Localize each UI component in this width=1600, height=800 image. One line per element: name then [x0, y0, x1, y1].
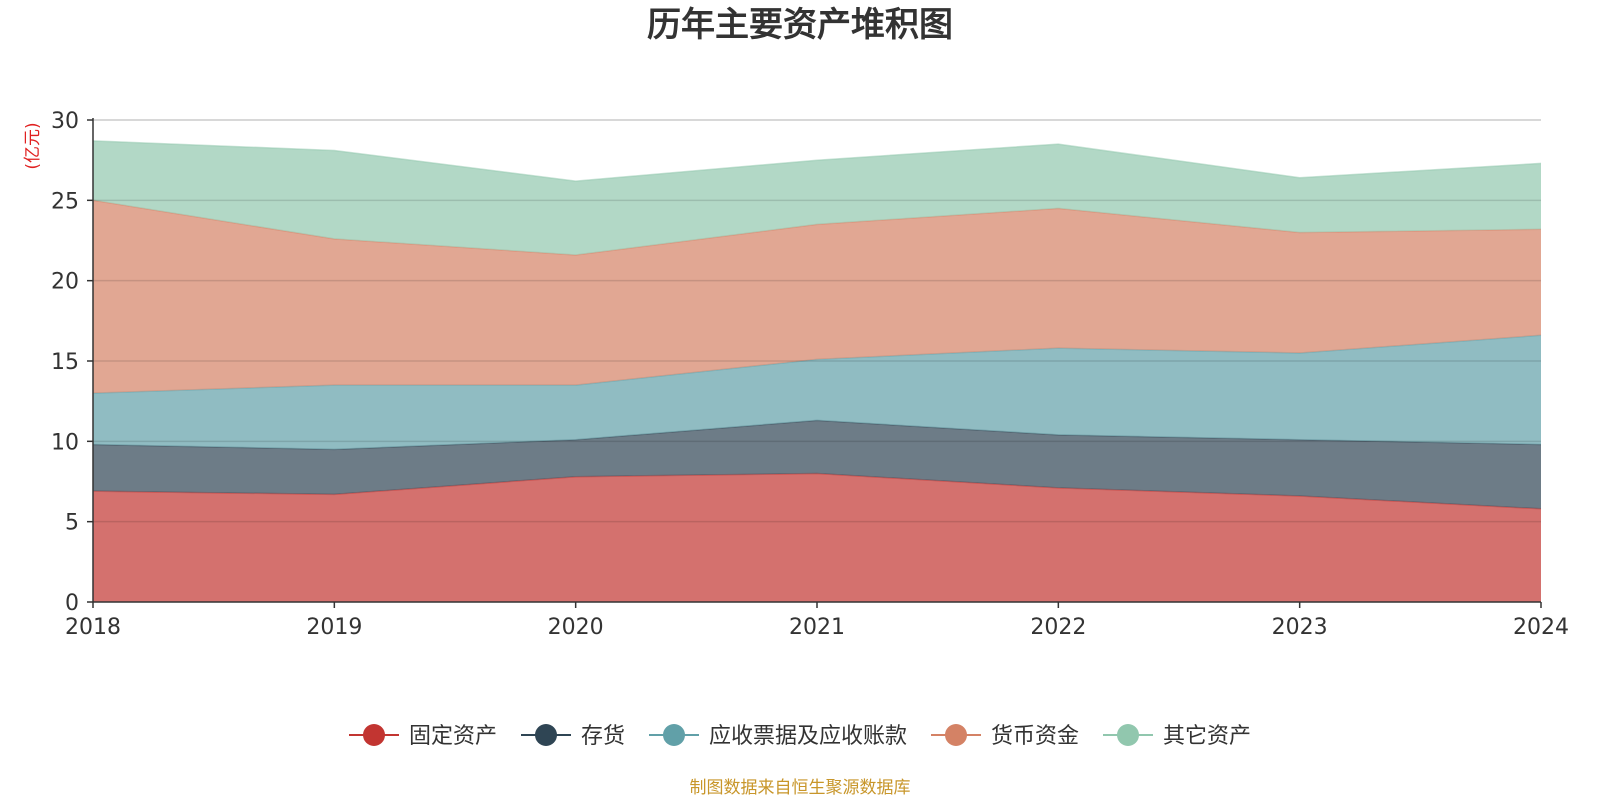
axes: 0 5 10 15 20 25 30 2018 2019 2020 2021 2022 2023 2024 — [51, 109, 1569, 640]
y-axis-unit-label: (亿元) — [23, 122, 43, 169]
x-tick-label: 2019 — [306, 615, 362, 640]
legend-item-3: 货币资金 — [931, 724, 1079, 749]
area-series-1 — [93, 420, 1541, 509]
y-tick-label: 30 — [51, 109, 79, 134]
area-series-4 — [93, 140, 1541, 255]
y-tick-label: 0 — [65, 591, 79, 616]
series-line-4 — [92, 140, 1542, 182]
area-series — [92, 140, 1542, 602]
legend-label: 存货 — [581, 724, 625, 749]
legend-marker — [1117, 724, 1139, 746]
y-tick-label: 25 — [51, 189, 79, 214]
area-series-2 — [93, 335, 1541, 450]
legend-marker — [363, 724, 385, 746]
legend-marker — [663, 724, 685, 746]
legend-label: 其它资产 — [1163, 724, 1251, 749]
chart-title: 历年主要资产堆积图 — [647, 5, 953, 45]
legend-marker — [535, 724, 557, 746]
legend-item-1: 存货 — [521, 724, 625, 749]
legend-item-2: 应收票据及应收账款 — [649, 724, 907, 749]
x-tick-label: 2021 — [789, 615, 845, 640]
area-series-0 — [93, 473, 1541, 602]
source-note: 制图数据来自恒生聚源数据库 — [690, 778, 911, 798]
y-tick-label: 5 — [65, 511, 79, 536]
x-tick-label: 2020 — [548, 615, 604, 640]
area-series-3 — [93, 200, 1541, 394]
legend-label: 应收票据及应收账款 — [709, 724, 907, 749]
grid-overlay — [93, 199, 1541, 523]
x-tick-label: 2022 — [1030, 615, 1086, 640]
y-tick-label: 10 — [51, 430, 79, 455]
x-tick-label: 2018 — [65, 615, 121, 640]
legend-marker — [945, 724, 967, 746]
legend-item-0: 固定资产 — [349, 724, 497, 749]
y-tick-label: 15 — [51, 350, 79, 375]
legend-item-4: 其它资产 — [1103, 724, 1251, 749]
legend: 固定资产 存货 应收票据及应收账款 货币资金 其它资产 — [349, 724, 1251, 749]
x-tick-label: 2023 — [1272, 615, 1328, 640]
legend-label: 固定资产 — [409, 724, 497, 749]
legend-label: 货币资金 — [991, 724, 1079, 749]
y-tick-label: 20 — [51, 270, 79, 295]
x-tick-label: 2024 — [1513, 615, 1569, 640]
